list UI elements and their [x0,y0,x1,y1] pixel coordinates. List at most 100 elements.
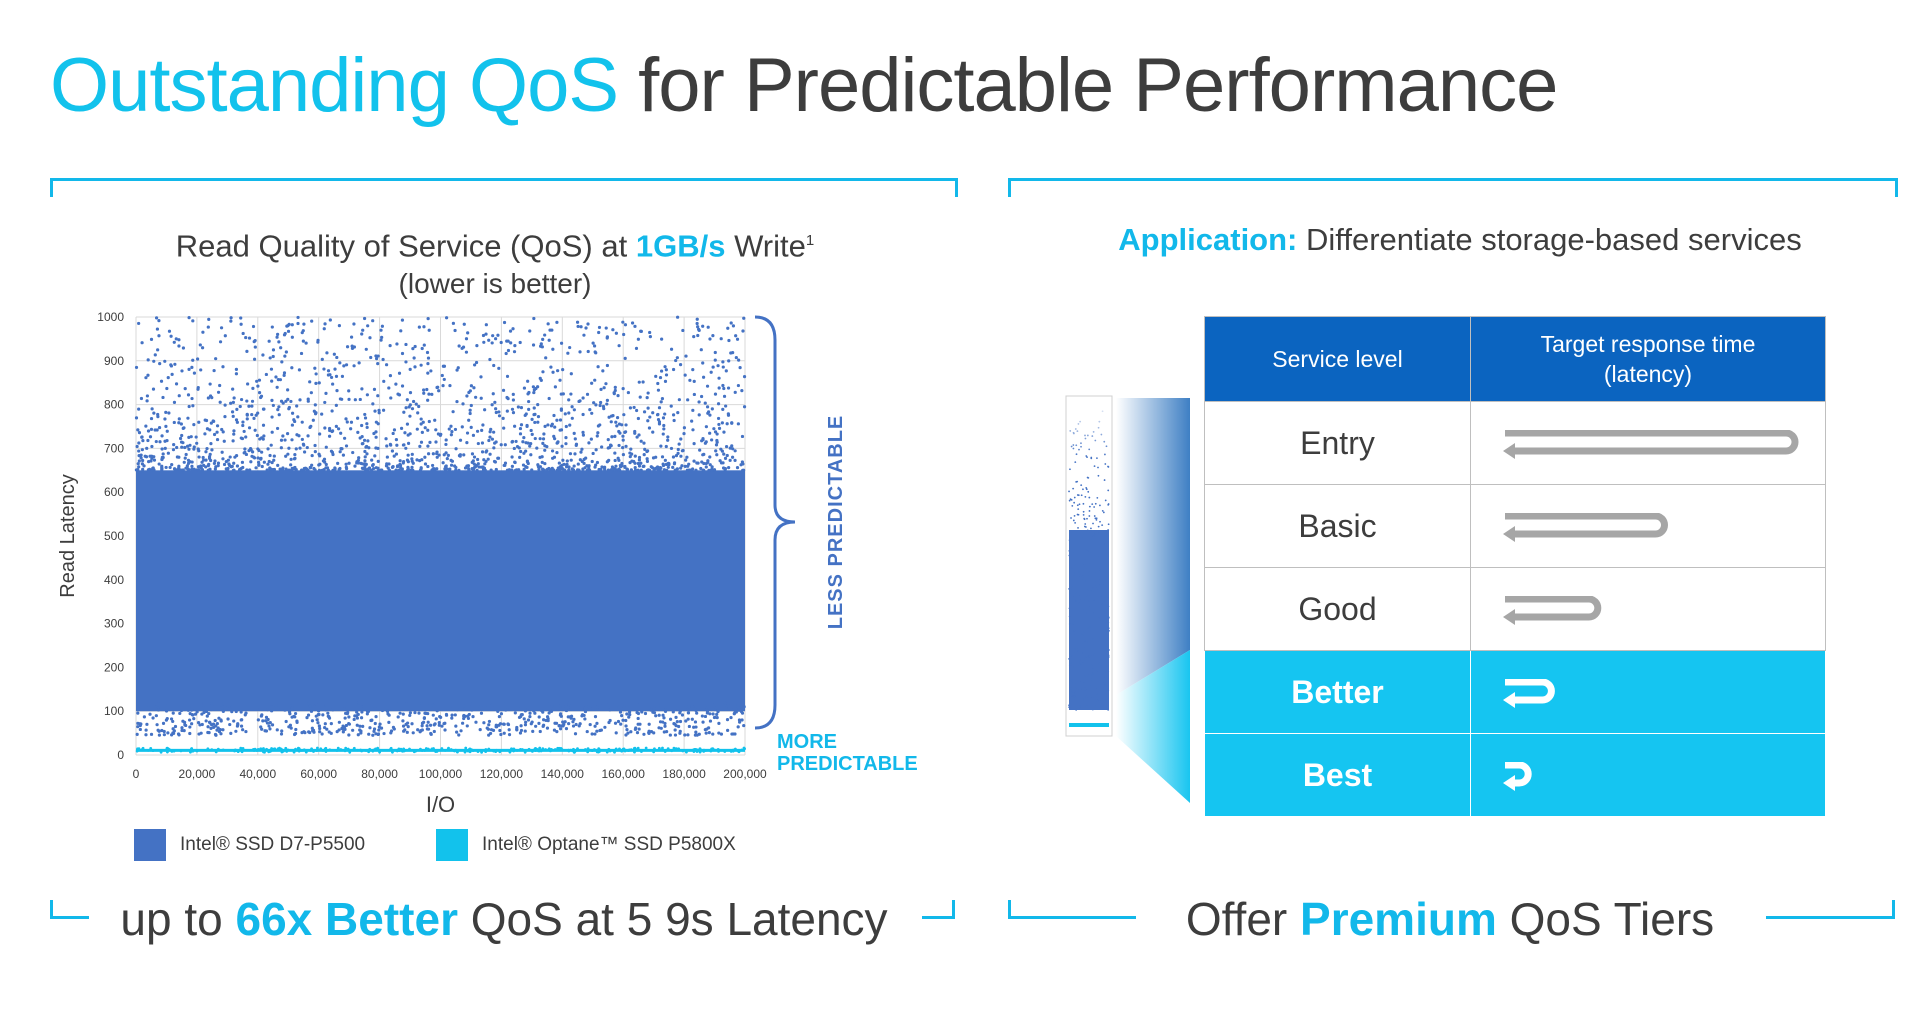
thumbnail-point [1084,706,1086,709]
p5500-point [374,732,378,736]
right-footer-highlight: Premium [1300,893,1497,945]
p5500-point [408,367,412,371]
p5500-point [406,721,410,725]
p5500-point [718,459,722,463]
thumbnail-point [1097,646,1100,649]
p5500-point [675,720,679,724]
p5500-point [380,335,384,339]
p5500-point [251,450,255,454]
p5500-point [188,712,192,716]
p5500-point [621,438,625,442]
thumbnail-point [1107,617,1110,619]
p5500-point [711,334,715,338]
thumbnail-point [1089,590,1092,592]
thumbnail-point [1103,611,1106,614]
thumbnail-point [1071,545,1074,548]
p5500-point [395,443,399,447]
thumbnail-dots [1068,410,1110,727]
p5500-point [643,447,647,451]
thumbnail-point [1099,622,1102,625]
p5500-point [527,399,531,404]
p5500-point [567,398,571,402]
p5500-point [578,399,582,403]
p5500-point [276,407,280,412]
p5500-point [136,725,140,729]
p5500-point [187,404,191,409]
p5500-point [722,386,726,391]
p5500-point [647,468,652,472]
thumbnail-point [1102,650,1105,652]
p5500-point [592,344,597,348]
p5500-point [488,357,492,362]
p5800x-point [339,748,343,751]
p5500-point [609,468,614,472]
p5500-point [204,709,209,714]
p5800x-point [402,749,406,753]
thumbnail-point [1088,510,1091,512]
thumbnail-point [1070,583,1073,586]
p5500-point [303,731,307,735]
thumbnail-point [1094,502,1097,505]
p5500-point [434,440,438,444]
p5500-point [731,447,735,451]
p5500-point [741,329,745,333]
thumbnail-point [1083,575,1085,578]
p5500-point [507,468,511,472]
thumbnail-point [1068,607,1071,610]
thumbnail-point [1097,525,1100,528]
p5500-point [220,427,224,432]
p5500-point [648,415,652,419]
p5500-point [661,416,666,420]
thumbnail-point [1083,566,1085,568]
p5500-point [384,706,388,710]
p5500-point [169,364,174,368]
p5500-point [462,453,466,457]
p5500-point [714,443,719,447]
p5500-point [731,350,735,355]
p5500-point [234,729,238,733]
p5500-point [347,715,351,719]
thumbnail-point [1106,602,1109,605]
thumbnail-point [1069,652,1071,655]
y-tick-label: 900 [104,354,124,368]
p5500-point [444,442,448,447]
thumbnail-point [1087,582,1090,585]
p5500-point [489,427,493,431]
p5500-point [711,732,715,736]
thumbnail-point [1092,668,1094,670]
p5500-point [597,325,602,330]
p5500-point [453,713,457,717]
thumbnail-point [1081,697,1084,700]
p5500-point [528,707,532,711]
p5500-point [573,437,577,441]
p5500-point [151,387,156,391]
p5500-point [247,426,252,430]
p5500-point [444,316,449,320]
p5500-point [479,375,483,379]
left-footer: up to 66x Better QoS at 5 9s Latency [90,892,918,946]
p5500-point [618,710,623,714]
thumbnail-point [1080,638,1083,641]
p5500-point [162,733,166,737]
p5500-point [467,712,471,717]
thumbnail-point [1086,705,1088,708]
p5500-point [377,408,381,412]
thumbnail-point [1070,679,1073,682]
p5500-point [622,413,626,417]
thumbnail-point [1085,585,1088,588]
p5800x-point [189,750,192,754]
p5500-point [358,397,362,402]
p5500-point [384,363,389,367]
p5500-point [553,707,557,711]
p5500-point [615,416,620,420]
p5500-point [441,461,445,465]
p5500-point [406,725,410,729]
p5500-point [661,713,665,717]
p5800x-point [519,747,522,751]
p5500-point [708,463,712,467]
p5800x-point [572,750,576,754]
thumbnail-point [1069,689,1072,692]
p5500-point [163,359,167,363]
p5500-point [232,429,236,433]
p5500-point [678,731,682,735]
